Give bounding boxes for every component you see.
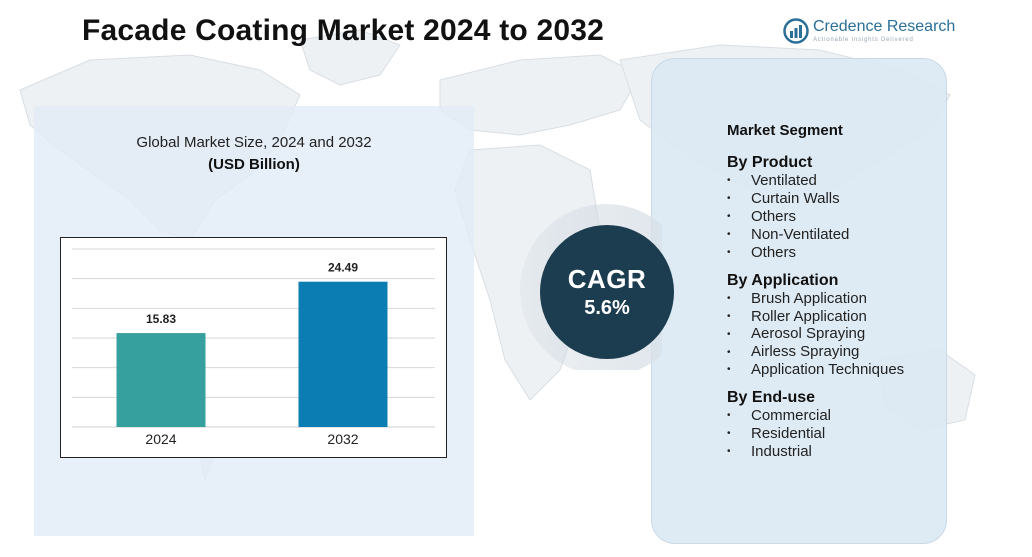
segment-list: • Ventilated • Curtain Walls • Others • Non-… [727,172,947,262]
bar-2032 [298,281,388,427]
segment-item-label: Others [751,207,797,225]
bullet: • [727,410,731,422]
segment-item: • Roller Application [727,308,947,326]
segment-item-label: Non-Ventilated [751,225,850,243]
x-tick-label-2032: 2032 [327,431,358,447]
x-tick-label-2024: 2024 [145,431,176,447]
data-label-2024: 15.83 [146,312,176,326]
bullet: • [727,210,731,222]
segment-item: • Residential [727,425,947,443]
bullet: • [727,292,731,304]
segment-item: • Non-Ventilated [727,226,947,244]
segment-item-label: Curtain Walls [751,189,840,207]
chart-title: Global Market Size, 2024 and 2032 [136,134,372,151]
segment-group-title: By Application [727,271,839,289]
segment-item-label: Airless Spraying [751,343,860,361]
bullet: • [727,346,731,358]
segment-content: Market Segment By Product • Ventilated • C… [727,122,947,470]
segment-item-label: Industrial [751,443,812,461]
segment-item-label: Brush Application [751,289,867,307]
bullet: • [727,228,731,240]
segment-item-label: Aerosol Spraying [751,325,866,343]
segment-item: • Airless Spraying [727,343,947,361]
segment-group-end-use: By End-use • Commercial • Residential • Ind… [727,388,947,461]
data-label-2032: 24.49 [328,261,358,275]
bullet: • [727,364,731,376]
segment-item-label: Application Techniques [751,361,905,379]
segment-item: • Aerosol Spraying [727,325,947,343]
bar-chart-circle-icon [783,18,809,44]
segment-item-label: Commercial [751,407,832,425]
chart-unit-label: (USD Billion) [208,156,300,173]
segment-group-product: By Product • Ventilated • Curtain Walls • O… [727,153,947,262]
brand-logo: Credence Research Actionable Insights De… [783,18,955,44]
segment-group-title: By End-use [727,389,816,407]
segment-item-label: Residential [751,425,826,443]
bullet: • [727,310,731,322]
segment-item-label: Roller Application [751,307,867,325]
segment-item: • Brush Application [727,290,947,308]
segment-list: • Commercial • Residential • Industrial [727,407,947,461]
segment-item: • Application Techniques [727,361,947,379]
segment-item: • Ventilated [727,172,947,190]
segment-item-label: Others [751,243,797,261]
segment-item: • Commercial [727,407,947,425]
logo-tagline: Actionable Insights Delivered [813,37,914,43]
bullet: • [727,328,731,340]
segment-item: • Industrial [727,443,947,461]
segment-group-application: By Application • Brush Application • Rolle… [727,271,947,380]
bar-chart: 15.83 2024 24.49 2032 [60,237,447,458]
logo-name: Credence Research [813,18,956,35]
segment-group-title: By Product [727,154,813,171]
segment-list: • Brush Application • Roller Application •… [727,290,947,380]
segment-item: • Others [727,208,947,226]
bullet: • [727,175,731,187]
cagr-badge: CAGR 5.6% [540,225,674,359]
bar-2024 [116,333,206,427]
segment-heading: Market Segment [727,122,843,139]
segment-item: • Curtain Walls [727,190,947,208]
cagr-label: CAGR [567,264,647,294]
bullet: • [727,428,731,440]
bullet: • [727,193,731,205]
bullet: • [727,446,731,458]
cagr-value: 5.6% [584,297,630,319]
segment-item-label: Ventilated [751,172,817,189]
page-title: Facade Coating Market 2024 to 2032 [82,14,605,47]
bullet: • [727,246,731,258]
segment-item: • Others [727,244,947,262]
